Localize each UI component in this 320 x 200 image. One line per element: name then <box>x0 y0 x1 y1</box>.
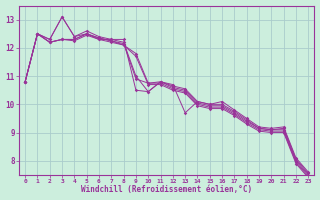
X-axis label: Windchill (Refroidissement éolien,°C): Windchill (Refroidissement éolien,°C) <box>81 185 252 194</box>
